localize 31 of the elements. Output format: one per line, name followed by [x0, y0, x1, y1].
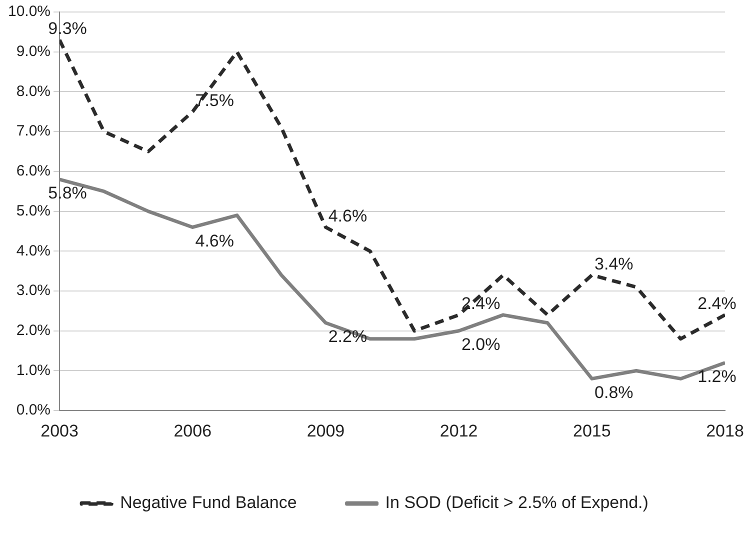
annotation: 2.2%: [328, 327, 368, 346]
y-tick-label: 5.0%: [16, 202, 51, 220]
annotation: 3.4%: [594, 254, 634, 274]
annotation: 2.4%: [698, 294, 736, 314]
annotation: 2.0%: [461, 335, 500, 354]
y-tick-label: 7.0%: [16, 122, 51, 140]
y-tick-label: 0.0%: [16, 402, 51, 419]
y-tick-label: 8.0%: [16, 82, 51, 100]
annotation: 2.4%: [461, 294, 500, 314]
annotation: 0.8%: [594, 382, 634, 402]
annotation: 1.2%: [698, 366, 736, 386]
annotation: 9.3%: [48, 19, 87, 38]
legend-label: In SOD (Deficit > 2.5% of Expend.): [385, 493, 648, 512]
y-tick-label: 10.0%: [8, 3, 51, 20]
x-tick-label: 2006: [174, 421, 212, 440]
x-tick-label: 2018: [706, 421, 744, 440]
annotation: 7.5%: [195, 90, 234, 110]
y-tick-label: 9.0%: [16, 43, 51, 60]
x-tick-label: 2015: [572, 421, 611, 440]
x-tick-label: 2012: [440, 421, 478, 440]
annotation: 4.6%: [195, 231, 234, 250]
y-tick-label: 4.0%: [16, 242, 51, 260]
annotation: 4.6%: [328, 206, 368, 226]
y-tick-label: 1.0%: [16, 362, 51, 379]
legend-label: Negative Fund Balance: [120, 493, 297, 512]
y-tick-label: 6.0%: [16, 162, 51, 180]
x-tick-label: 2009: [306, 421, 345, 440]
x-tick-label: 2003: [40, 421, 78, 440]
y-tick-label: 3.0%: [16, 282, 51, 300]
y-tick-label: 2.0%: [16, 322, 51, 340]
annotation: 5.8%: [48, 184, 87, 203]
